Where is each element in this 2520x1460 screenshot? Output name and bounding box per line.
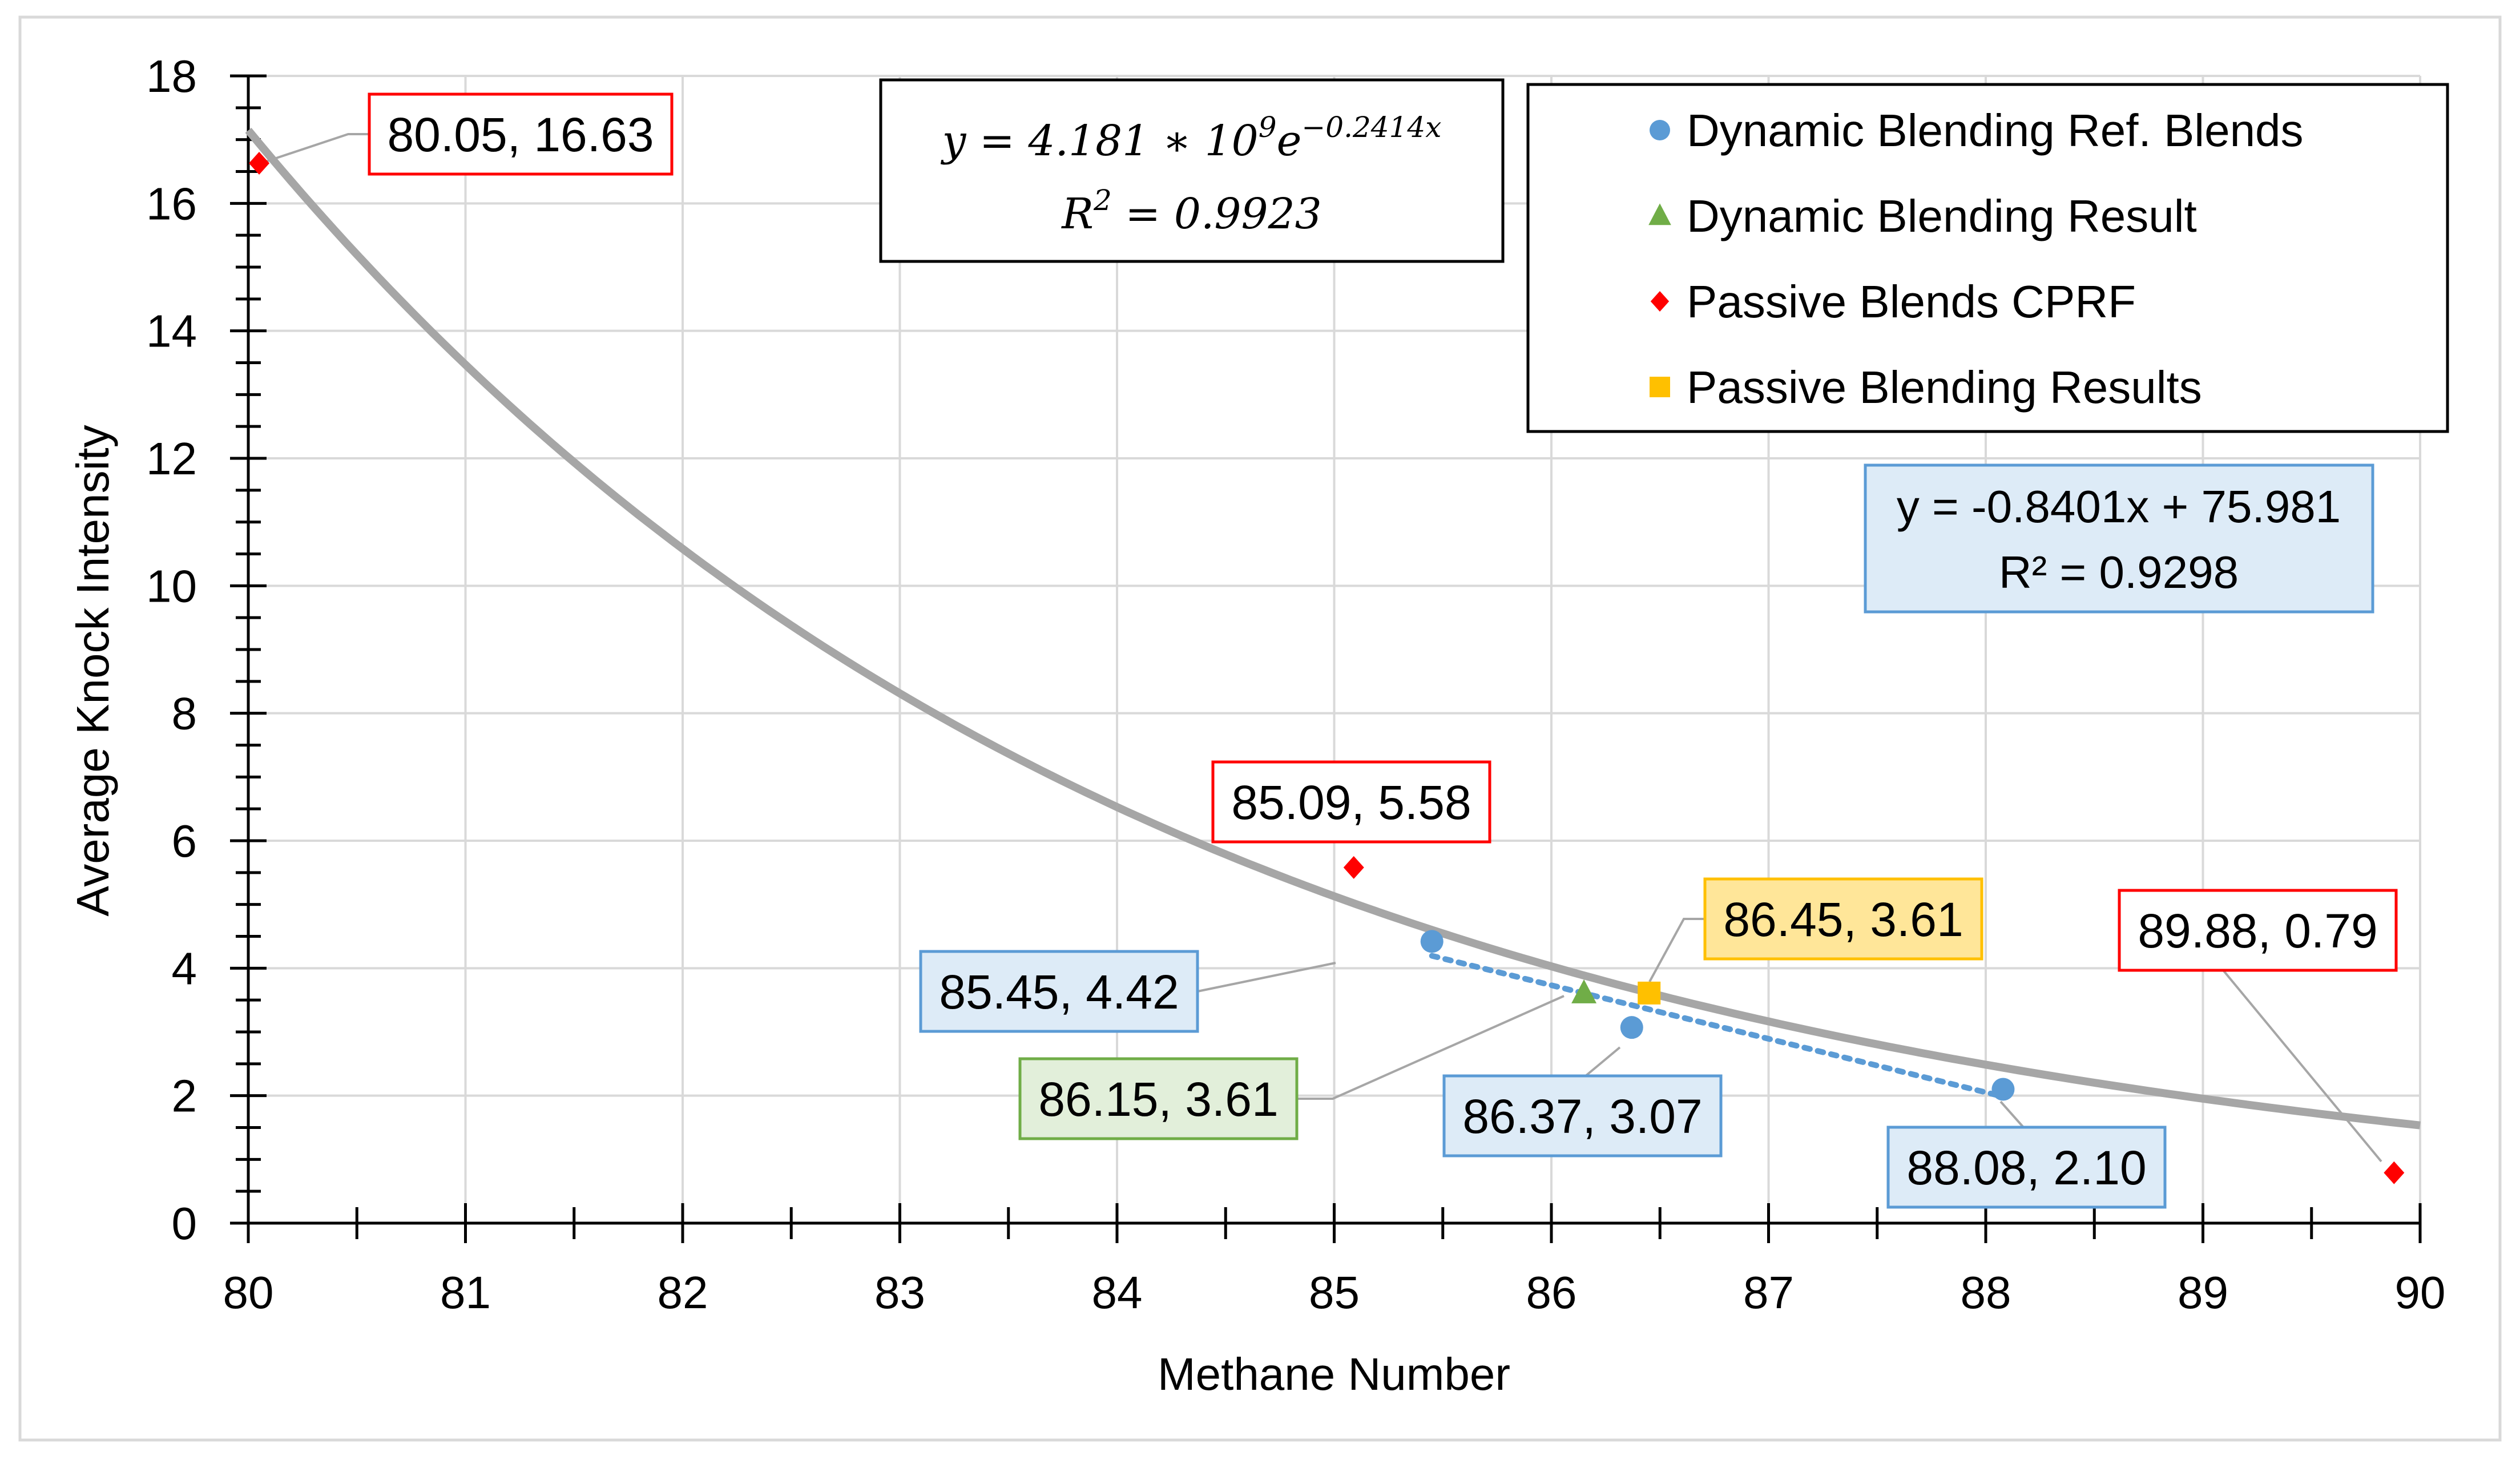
exponential-equation-box: y = 4.181 ∗ 109e−0.2414x R2 = 0.9923 bbox=[879, 78, 1505, 263]
eq-rate-sup: −0.2414x bbox=[1301, 111, 1441, 144]
leader-line bbox=[1999, 1100, 2025, 1128]
y-tick-label: 14 bbox=[146, 306, 197, 357]
exponential-equation: y = 4.181 ∗ 109e−0.2414x bbox=[941, 111, 1442, 166]
exponential-equation-frame bbox=[879, 78, 1505, 263]
x-tick-label: 89 bbox=[2178, 1267, 2228, 1318]
data-label: 86.37, 3.07 bbox=[1462, 1090, 1702, 1143]
data-markers bbox=[249, 151, 2405, 1184]
leader-line bbox=[1648, 918, 1705, 982]
x-tick-label: 88 bbox=[1961, 1267, 2011, 1318]
marker-circle bbox=[1620, 1016, 1643, 1039]
data-label: 88.08, 2.10 bbox=[1906, 1141, 2146, 1195]
eq-base-part: y = 4.181 ∗ 10 bbox=[941, 116, 1259, 166]
data-label-box bbox=[1886, 1126, 2167, 1209]
data-label-box bbox=[919, 950, 1199, 1033]
data-label: 86.15, 3.61 bbox=[1038, 1072, 1278, 1126]
r2-value-part: = 0.9923 bbox=[1112, 189, 1322, 239]
marker-circle bbox=[1991, 1078, 2015, 1101]
x-tick-label: 83 bbox=[874, 1267, 925, 1318]
linear-equation-box: y = -0.8401x + 75.981 R² = 0.9298 bbox=[1864, 463, 2374, 614]
x-tick-label: 80 bbox=[223, 1267, 274, 1318]
data-label-box bbox=[2118, 889, 2398, 972]
leader-line bbox=[1297, 995, 1565, 1100]
x-tick-label: 82 bbox=[658, 1267, 708, 1318]
leader-line bbox=[1584, 1046, 1621, 1077]
eq-e-part: e bbox=[1277, 116, 1302, 166]
data-label: 89.88, 0.79 bbox=[2138, 904, 2377, 958]
y-tick-label: 10 bbox=[146, 560, 197, 611]
marker-diamond bbox=[1343, 856, 1364, 879]
leader-lines bbox=[262, 133, 2382, 1163]
legend-frame bbox=[1526, 83, 2449, 433]
y-tick-label: 6 bbox=[172, 816, 197, 866]
y-tick-label: 8 bbox=[172, 688, 197, 739]
legend-marker-circle bbox=[1650, 120, 1670, 140]
data-label-box bbox=[1018, 1057, 1299, 1140]
y-tick-label: 4 bbox=[172, 943, 197, 994]
legend-marker-square bbox=[1650, 377, 1670, 397]
marker-diamond bbox=[2384, 1161, 2405, 1184]
data-label-callouts: 85.45, 4.42 86.37, 3.07 88.08, 2.10 86.15, … bbox=[368, 92, 2398, 1209]
linear-equation: y = -0.8401x + 75.981 bbox=[1897, 481, 2341, 532]
linear-trendline bbox=[1429, 953, 2006, 1100]
exponential-r-squared: R2 = 0.9923 bbox=[1061, 184, 1322, 239]
r2-sup: 2 bbox=[1093, 184, 1112, 217]
leader-line bbox=[262, 133, 369, 164]
leader-line bbox=[1197, 962, 1336, 993]
x-axis-label: Methane Number bbox=[1158, 1349, 1510, 1399]
data-label-box bbox=[1442, 1074, 1723, 1157]
x-tick-label: 87 bbox=[1743, 1267, 1794, 1318]
data-label: 85.09, 5.58 bbox=[1231, 776, 1471, 829]
x-tick-labels: 80 81 82 83 84 85 86 87 88 89 90 bbox=[223, 1267, 2446, 1318]
legend-label: Passive Blends CPRF bbox=[1687, 276, 2136, 327]
marker-square bbox=[1638, 981, 1661, 1005]
y-tick-label: 16 bbox=[146, 178, 197, 229]
data-label-box bbox=[1703, 877, 1983, 961]
marker-circle bbox=[1420, 930, 1444, 953]
marker-triangle bbox=[1571, 979, 1597, 1003]
data-label-box bbox=[1211, 760, 1491, 844]
data-label: 85.45, 4.42 bbox=[939, 965, 1179, 1019]
legend-label: Passive Blending Results bbox=[1687, 362, 2202, 413]
marker-diamond bbox=[249, 151, 270, 175]
x-tick-label: 90 bbox=[2395, 1267, 2446, 1318]
x-tick-label: 81 bbox=[440, 1267, 491, 1318]
x-tick-label: 84 bbox=[1092, 1267, 1143, 1318]
r2-r-part: R bbox=[1061, 189, 1094, 239]
data-label-box bbox=[368, 92, 674, 176]
trendlines bbox=[245, 127, 2421, 1130]
y-tick-label: 0 bbox=[172, 1198, 197, 1249]
x-tick-label: 86 bbox=[1526, 1267, 1577, 1318]
legend-marker-triangle bbox=[1648, 203, 1671, 225]
legend: Dynamic Blending Ref. Blends Dynamic Blen… bbox=[1526, 83, 2449, 433]
y-tick-label: 12 bbox=[146, 433, 197, 484]
legend-label: Dynamic Blending Result bbox=[1687, 191, 2197, 241]
y-axis-label: Average Knock Intensity bbox=[67, 425, 118, 916]
y-tick-labels: 0 2 4 6 8 10 12 14 16 18 bbox=[146, 51, 197, 1249]
data-label: 86.45, 3.61 bbox=[1723, 893, 1963, 946]
legend-marker-diamond bbox=[1650, 291, 1670, 312]
linear-equation-frame bbox=[1864, 463, 2374, 614]
data-label: 80.05, 16.63 bbox=[387, 108, 654, 162]
y-tick-label: 18 bbox=[146, 51, 197, 102]
axes bbox=[230, 74, 2422, 1243]
eq-exp-sup: 9 bbox=[1259, 111, 1277, 144]
y-tick-label: 2 bbox=[172, 1071, 197, 1122]
linear-r-squared: R² = 0.9298 bbox=[1999, 547, 2239, 598]
leader-line bbox=[2222, 969, 2382, 1163]
legend-label: Dynamic Blending Ref. Blends bbox=[1687, 105, 2304, 156]
x-tick-label: 85 bbox=[1309, 1267, 1360, 1318]
exponential-trendline bbox=[245, 127, 2421, 1130]
